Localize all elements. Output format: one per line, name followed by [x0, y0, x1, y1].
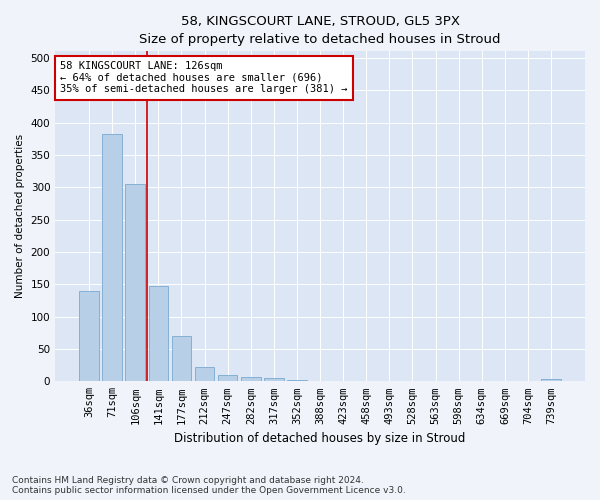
Bar: [79, 290, 99, 382]
Bar: [287, 380, 307, 382]
Text: 58 KINGSCOURT LANE: 126sqm
← 64% of detached houses are smaller (696)
35% of sem: 58 KINGSCOURT LANE: 126sqm ← 64% of deta…: [61, 61, 348, 94]
Bar: [218, 375, 238, 382]
Bar: [125, 184, 145, 382]
Bar: [195, 367, 214, 382]
Bar: [149, 286, 168, 382]
Text: Contains HM Land Registry data © Crown copyright and database right 2024.
Contai: Contains HM Land Registry data © Crown c…: [12, 476, 406, 495]
Bar: [541, 378, 561, 382]
Bar: [264, 378, 284, 382]
X-axis label: Distribution of detached houses by size in Stroud: Distribution of detached houses by size …: [175, 432, 466, 445]
Bar: [103, 134, 122, 382]
Y-axis label: Number of detached properties: Number of detached properties: [15, 134, 25, 298]
Bar: [172, 336, 191, 382]
Title: 58, KINGSCOURT LANE, STROUD, GL5 3PX
Size of property relative to detached house: 58, KINGSCOURT LANE, STROUD, GL5 3PX Siz…: [139, 15, 501, 46]
Bar: [241, 377, 260, 382]
